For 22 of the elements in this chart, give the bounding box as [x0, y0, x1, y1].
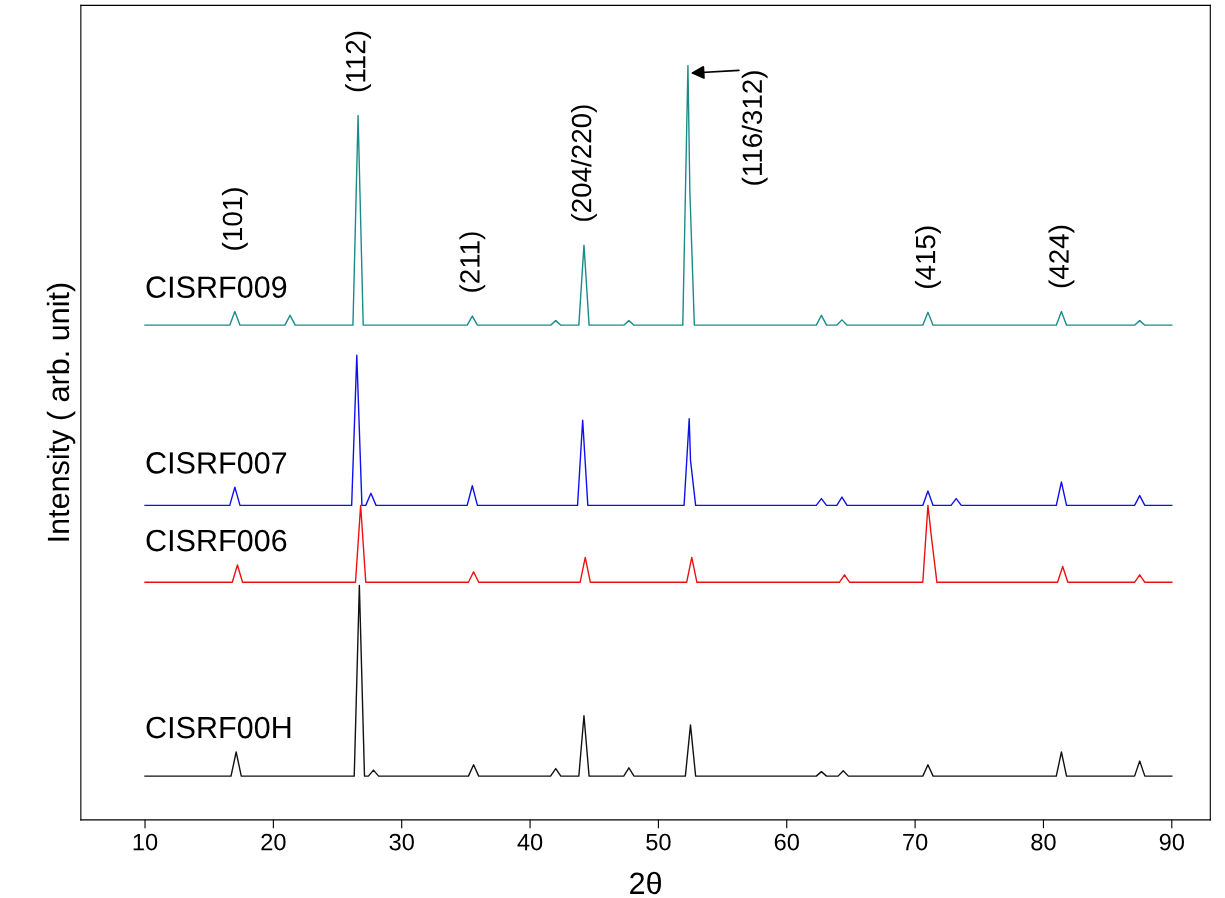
series-label: CISRF009	[146, 276, 287, 298]
annotation: (415)	[914, 226, 941, 288]
x-tick-label: 20	[261, 833, 286, 851]
x-axis-title: 2θ	[630, 871, 661, 895]
annotation: (424)	[1048, 225, 1075, 288]
annotation: (101)	[221, 188, 248, 250]
annotation: (116/312)	[741, 71, 768, 185]
series-label: CISRF007	[146, 452, 287, 474]
annotation: (211)	[459, 232, 486, 292]
series-label: CISRF00H	[146, 716, 291, 739]
x-tick-label: 70	[903, 833, 928, 851]
annotation: (204/220)	[571, 105, 597, 221]
x-tick-label: 60	[774, 833, 799, 851]
series-label: CISRF006	[146, 529, 287, 552]
x-tick-label: 80	[1031, 833, 1056, 851]
x-tick-label: 90	[1159, 833, 1185, 851]
x-tick-label: 10	[133, 833, 158, 851]
x-tick-label: 40	[517, 833, 543, 851]
annotation: (112)	[345, 31, 372, 92]
y-axis-title: Intensity ( arb. unit)	[46, 283, 76, 541]
x-tick-label: 50	[646, 833, 671, 851]
x-tick-label: 30	[389, 833, 414, 851]
